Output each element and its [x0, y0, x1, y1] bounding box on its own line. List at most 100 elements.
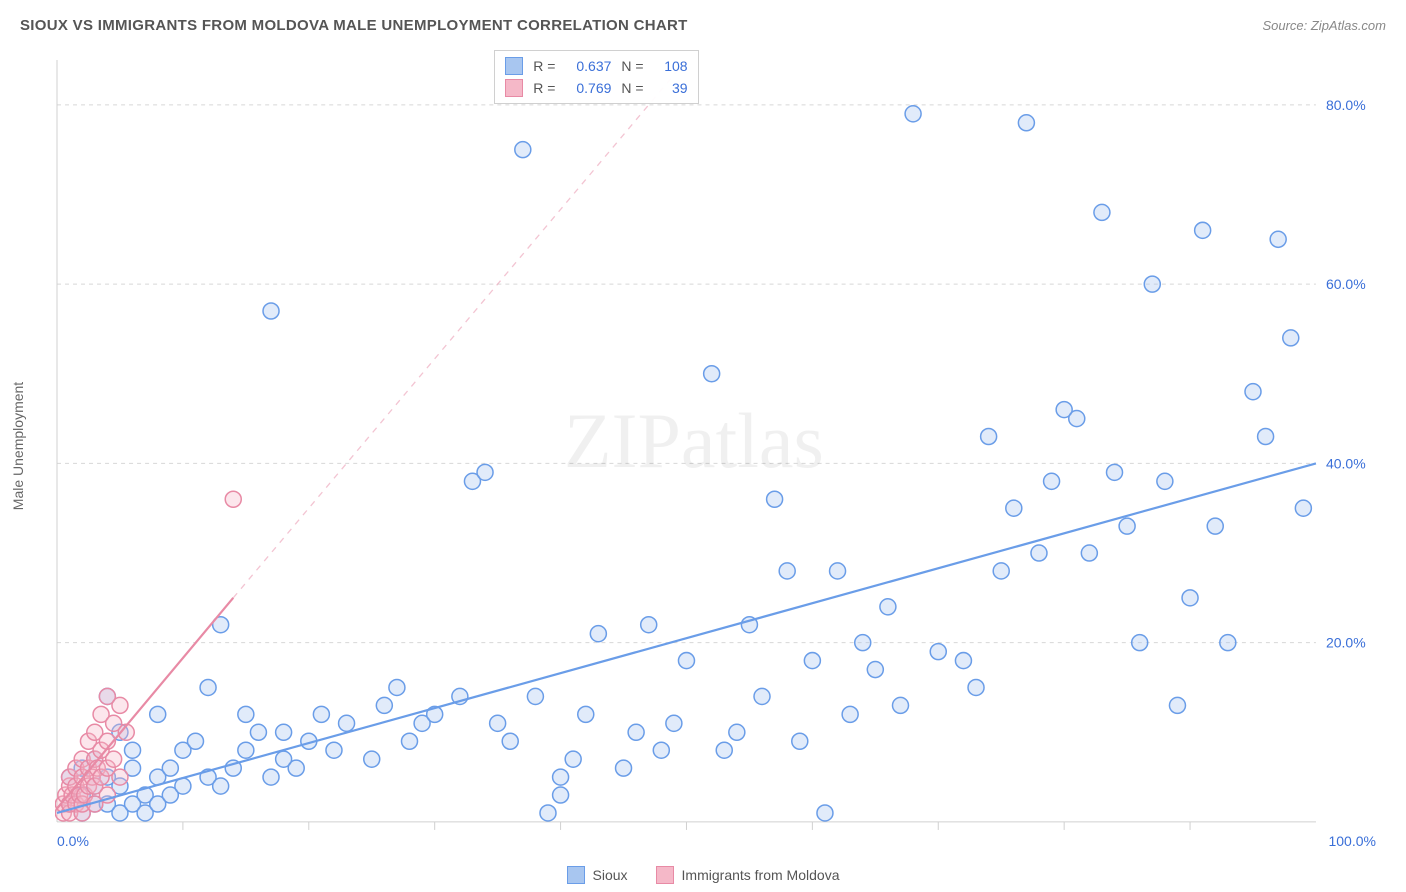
- stats-r-label: R =: [533, 58, 555, 74]
- stats-swatch: [505, 57, 523, 75]
- data-point: [1006, 500, 1022, 516]
- data-point: [565, 751, 581, 767]
- data-point: [767, 491, 783, 507]
- data-point: [678, 653, 694, 669]
- legend-item: Sioux: [567, 866, 628, 884]
- data-point: [553, 769, 569, 785]
- data-point: [313, 706, 329, 722]
- data-point: [968, 679, 984, 695]
- data-point: [981, 428, 997, 444]
- data-point: [527, 688, 543, 704]
- data-point: [716, 742, 732, 758]
- legend: Sioux Immigrants from Moldova: [0, 866, 1406, 884]
- data-point: [1169, 697, 1185, 713]
- data-point: [1195, 222, 1211, 238]
- legend-swatch: [567, 866, 585, 884]
- scatter-plot: ZIPatlas20.0%40.0%60.0%80.0%0.0%100.0%: [55, 50, 1386, 852]
- data-point: [830, 563, 846, 579]
- plot-area: ZIPatlas20.0%40.0%60.0%80.0%0.0%100.0% R…: [55, 50, 1386, 852]
- data-point: [502, 733, 518, 749]
- data-point: [729, 724, 745, 740]
- data-point: [1182, 590, 1198, 606]
- data-point: [905, 106, 921, 122]
- x-tick-label: 0.0%: [57, 833, 89, 849]
- data-point: [1220, 635, 1236, 651]
- data-point: [238, 706, 254, 722]
- y-tick-label: 80.0%: [1326, 97, 1366, 113]
- data-point: [1295, 500, 1311, 516]
- data-point: [779, 563, 795, 579]
- data-point: [477, 464, 493, 480]
- data-point: [276, 724, 292, 740]
- stats-row: R =0.769N =39: [505, 77, 687, 99]
- data-point: [578, 706, 594, 722]
- data-point: [112, 697, 128, 713]
- data-point: [150, 706, 166, 722]
- data-point: [1094, 204, 1110, 220]
- data-point: [1144, 276, 1160, 292]
- correlation-stats-box: R =0.637N =108R =0.769N =39: [494, 50, 698, 104]
- stats-n-value: 108: [654, 58, 688, 74]
- y-axis-label: Male Unemployment: [10, 382, 26, 510]
- legend-label: Immigrants from Moldova: [682, 867, 840, 883]
- data-point: [855, 635, 871, 651]
- data-point: [553, 787, 569, 803]
- stats-row: R =0.637N =108: [505, 55, 687, 77]
- data-point: [389, 679, 405, 695]
- data-point: [339, 715, 355, 731]
- data-point: [1258, 428, 1274, 444]
- data-point: [1283, 330, 1299, 346]
- data-point: [162, 760, 178, 776]
- data-point: [1132, 635, 1148, 651]
- data-point: [1245, 384, 1261, 400]
- data-point: [867, 662, 883, 678]
- data-point: [288, 760, 304, 776]
- legend-label: Sioux: [593, 867, 628, 883]
- legend-item: Immigrants from Moldova: [656, 866, 840, 884]
- source-link[interactable]: ZipAtlas.com: [1311, 18, 1386, 33]
- data-point: [187, 733, 203, 749]
- stats-n-label: N =: [621, 80, 643, 96]
- data-point: [842, 706, 858, 722]
- watermark: ZIPatlas: [564, 397, 824, 484]
- stats-n-value: 39: [654, 80, 688, 96]
- data-point: [540, 805, 556, 821]
- data-point: [880, 599, 896, 615]
- data-point: [490, 715, 506, 731]
- data-point: [641, 617, 657, 633]
- legend-swatch: [656, 866, 674, 884]
- source-attribution: Source: ZipAtlas.com: [1262, 18, 1386, 33]
- data-point: [1107, 464, 1123, 480]
- data-point: [1069, 411, 1085, 427]
- stats-swatch: [505, 79, 523, 97]
- data-point: [1081, 545, 1097, 561]
- data-point: [106, 751, 122, 767]
- data-point: [1207, 518, 1223, 534]
- data-point: [112, 769, 128, 785]
- data-point: [1119, 518, 1135, 534]
- data-point: [1031, 545, 1047, 561]
- data-point: [250, 724, 266, 740]
- data-point: [200, 679, 216, 695]
- data-point: [704, 366, 720, 382]
- data-point: [993, 563, 1009, 579]
- trend-extrapolation: [233, 60, 686, 598]
- data-point: [666, 715, 682, 731]
- data-point: [125, 742, 141, 758]
- data-point: [754, 688, 770, 704]
- data-point: [930, 644, 946, 660]
- data-point: [590, 626, 606, 642]
- data-point: [213, 778, 229, 794]
- stats-n-label: N =: [621, 58, 643, 74]
- source-prefix: Source:: [1262, 18, 1310, 33]
- data-point: [402, 733, 418, 749]
- data-point: [364, 751, 380, 767]
- data-point: [955, 653, 971, 669]
- data-point: [263, 303, 279, 319]
- data-point: [1270, 231, 1286, 247]
- y-tick-label: 60.0%: [1326, 276, 1366, 292]
- data-point: [817, 805, 833, 821]
- y-tick-label: 20.0%: [1326, 635, 1366, 651]
- data-point: [1018, 115, 1034, 131]
- data-point: [263, 769, 279, 785]
